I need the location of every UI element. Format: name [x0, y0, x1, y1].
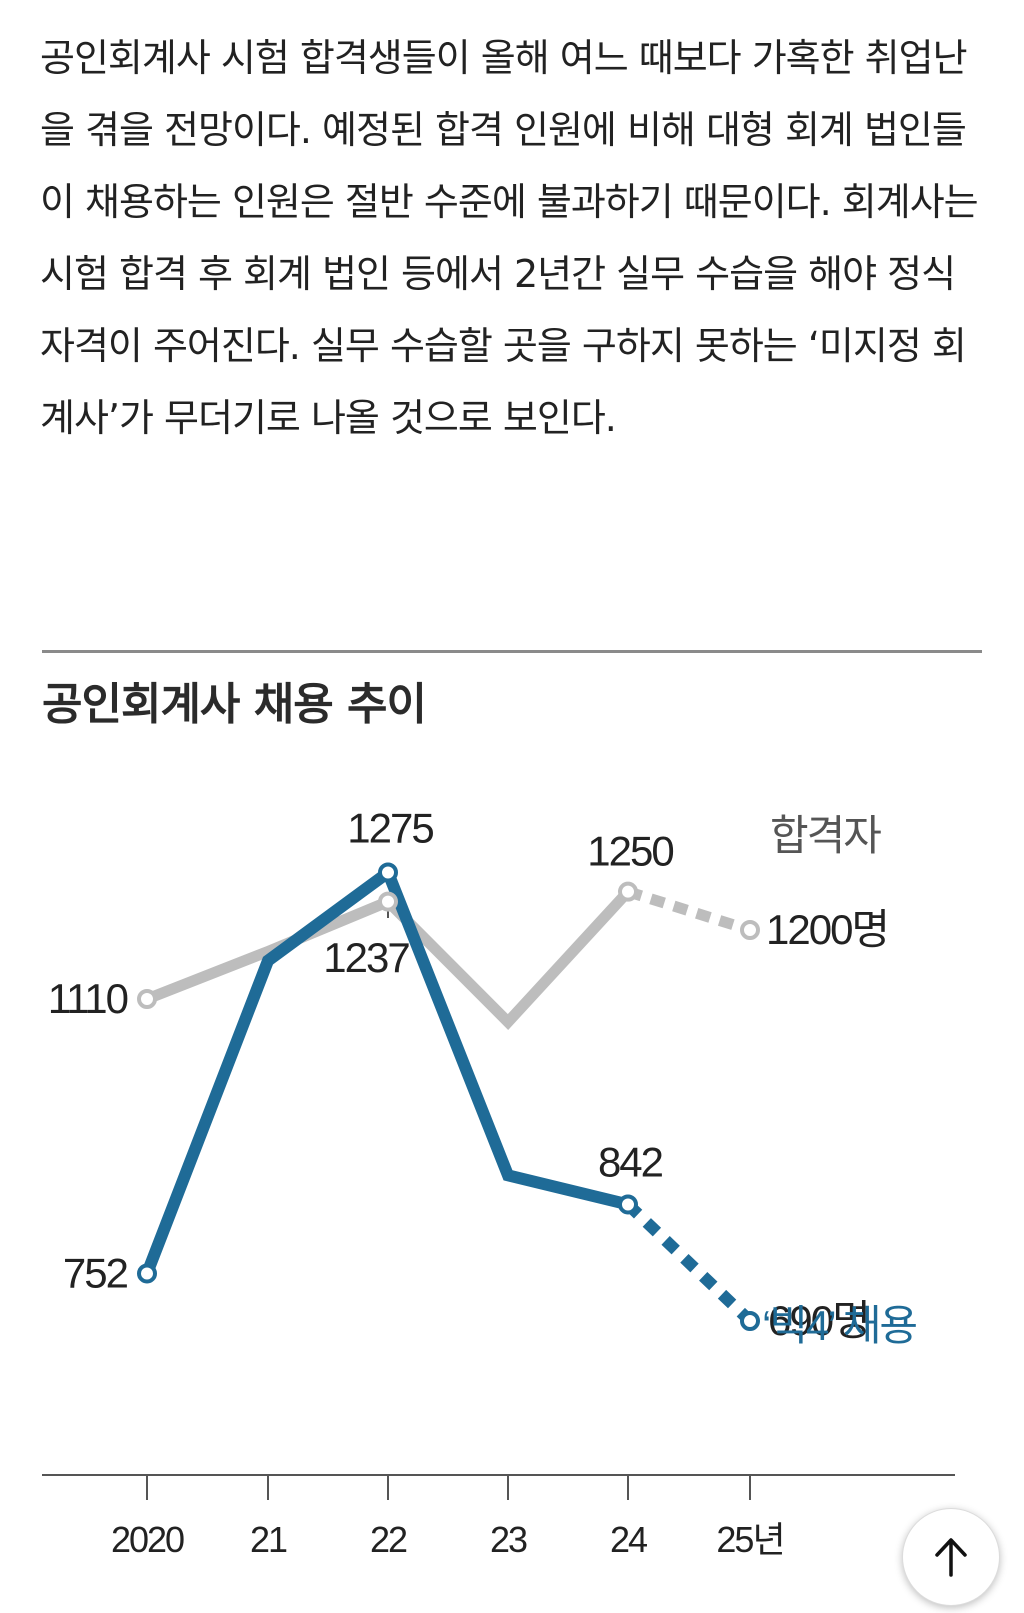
article-paragraph: 공인회계사 시험 합격생들이 올해 여느 때보다 가혹한 취업난을 겪을 전망이… [40, 36, 979, 440]
series-1-point-5 [740, 1311, 760, 1331]
series-1-line [141, 863, 630, 1276]
series-0-point-0 [137, 989, 157, 1009]
series-1-label-4: 842 [598, 1138, 663, 1185]
x-tick-label-4: 24 [610, 1519, 647, 1560]
series-0-point-2 [378, 891, 398, 912]
series-0-name: 합격자 [770, 812, 881, 859]
series-1-projection-line [623, 1200, 755, 1326]
chart-top-rule [42, 650, 982, 653]
x-tick-label-3: 23 [490, 1519, 527, 1560]
scroll-to-top-button[interactable] [902, 1508, 1000, 1606]
series-1-label-0: 752 [63, 1249, 128, 1296]
series-1-label-2: 1275 [347, 805, 433, 852]
x-tick-label-0: 2020 [111, 1519, 184, 1560]
series-0-point-5 [740, 920, 760, 940]
series-1-point-2 [378, 862, 398, 883]
series-1-label-5: 690명 [768, 1297, 869, 1344]
series-1-point-4 [618, 1194, 638, 1215]
x-tick-label-2: 22 [370, 1519, 407, 1560]
series-1-point-0 [137, 1263, 157, 1284]
x-tick-label-1: 21 [250, 1519, 287, 1560]
series-0-label-5: 1200명 [766, 906, 888, 953]
series-0-point-4 [618, 881, 638, 902]
series-0-label-4: 1250 [587, 828, 673, 875]
series-0-label-2: 1237 [323, 934, 409, 981]
arrow-up-icon [935, 1538, 967, 1577]
series-1-name: ‘빅4’ 채용 [762, 1302, 916, 1349]
x-tick-label-5: 25년 [716, 1519, 783, 1560]
series-0-projection-line [626, 886, 752, 936]
series-0-label-0: 1110 [48, 975, 128, 1022]
chart-title: 공인회계사 채용 추이 [42, 679, 427, 730]
